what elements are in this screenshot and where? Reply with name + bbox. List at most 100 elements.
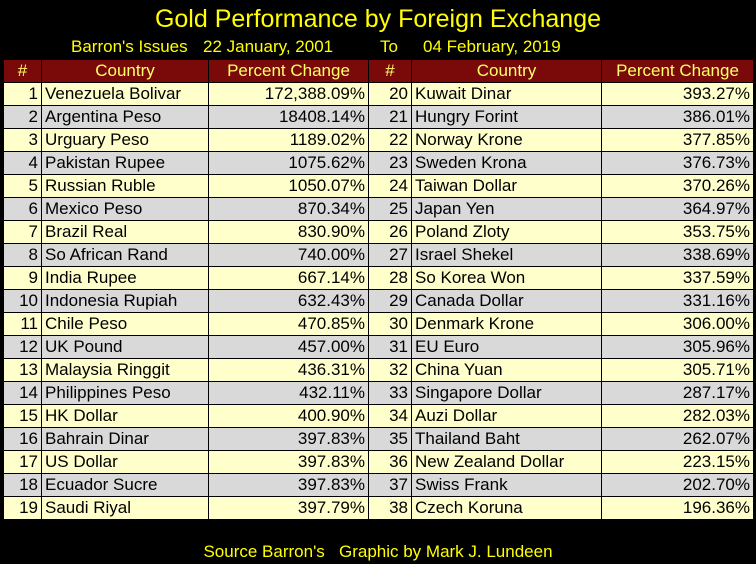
percent-change-cell: 830.90% [208, 220, 369, 244]
country-cell: Czech Koruna [411, 496, 602, 520]
rank-cell: 15 [3, 404, 42, 428]
country-cell: Brazil Real [41, 220, 209, 244]
percent-change-cell: 1050.07% [208, 174, 369, 198]
percent-change-cell: 202.70% [601, 473, 754, 497]
chart-footer: Source Barron's Graphic by Mark J. Lunde… [0, 540, 756, 564]
percent-change-cell: 632.43% [208, 289, 369, 313]
performance-table: # Country Percent Change # Country Perce… [3, 59, 754, 520]
rank-cell: 10 [3, 289, 42, 313]
rank-cell: 30 [368, 312, 412, 336]
table-row: 14 Philippines Peso 432.11% 33 Singapore Dol… [3, 381, 754, 405]
rank-cell: 24 [368, 174, 412, 198]
country-cell: Philippines Peso [41, 381, 209, 405]
rank-cell: 17 [3, 450, 42, 474]
rank-cell: 23 [368, 151, 412, 175]
country-cell: Argentina Peso [41, 105, 209, 129]
subtitle-to: To [380, 37, 398, 56]
percent-change-cell: 740.00% [208, 243, 369, 267]
table-row: 11 Chile Peso 470.85% 30 Denmark Krone 306.00… [3, 312, 754, 336]
percent-change-cell: 364.97% [601, 197, 754, 221]
percent-change-cell: 18408.14% [208, 105, 369, 129]
country-cell: Israel Shekel [411, 243, 602, 267]
percent-change-cell: 196.36% [601, 496, 754, 520]
table-row: 4 Pakistan Rupee 1075.62% 23 Sweden Krona 376… [3, 151, 754, 175]
percent-change-cell: 282.03% [601, 404, 754, 428]
rank-cell: 34 [368, 404, 412, 428]
country-cell: Russian Ruble [41, 174, 209, 198]
table-row: 12 UK Pound 457.00% 31 EU Euro 305.96% [3, 335, 754, 359]
country-cell: Mexico Peso [41, 197, 209, 221]
percent-change-cell: 377.85% [601, 128, 754, 152]
percent-change-cell: 386.01% [601, 105, 754, 129]
rank-cell: 8 [3, 243, 42, 267]
rank-cell: 33 [368, 381, 412, 405]
percent-change-cell: 223.15% [601, 450, 754, 474]
rank-cell: 28 [368, 266, 412, 290]
rank-cell: 7 [3, 220, 42, 244]
table-row: 5 Russian Ruble 1050.07% 24 Taiwan Dollar 370… [3, 174, 754, 198]
col-header-pct-right: Percent Change [601, 59, 754, 83]
percent-change-cell: 667.14% [208, 266, 369, 290]
country-cell: Kuwait Dinar [411, 82, 602, 106]
table-body: 1 Venezuela Bolivar 172,388.09% 20 Kuwait Di… [3, 82, 754, 520]
rank-cell: 20 [368, 82, 412, 106]
country-cell: Malaysia Ringgit [41, 358, 209, 382]
rank-cell: 3 [3, 128, 42, 152]
percent-change-cell: 397.83% [208, 427, 369, 451]
country-cell: So African Rand [41, 243, 209, 267]
percent-change-cell: 376.73% [601, 151, 754, 175]
rank-cell: 14 [3, 381, 42, 405]
country-cell: Taiwan Dollar [411, 174, 602, 198]
percent-change-cell: 305.96% [601, 335, 754, 359]
table-row: 3 Urguary Peso 1189.02% 22 Norway Krone 377.8… [3, 128, 754, 152]
country-cell: Auzi Dollar [411, 404, 602, 428]
percent-change-cell: 470.85% [208, 312, 369, 336]
percent-change-cell: 338.69% [601, 243, 754, 267]
table-row: 6 Mexico Peso 870.34% 25 Japan Yen 364.97% [3, 197, 754, 221]
rank-cell: 12 [3, 335, 42, 359]
rank-cell: 29 [368, 289, 412, 313]
rank-cell: 26 [368, 220, 412, 244]
rank-cell: 2 [3, 105, 42, 129]
percent-change-cell: 306.00% [601, 312, 754, 336]
table-row: 9 India Rupee 667.14% 28 So Korea Won 337.59% [3, 266, 754, 290]
chart-subtitle: Barron's Issues 22 January, 2001 To 04 F… [0, 36, 756, 58]
col-header-rank-left: # [3, 59, 42, 83]
country-cell: Bahrain Dinar [41, 427, 209, 451]
rank-cell: 32 [368, 358, 412, 382]
col-header-country-right: Country [411, 59, 602, 83]
country-cell: Indonesia Rupiah [41, 289, 209, 313]
country-cell: Japan Yen [411, 197, 602, 221]
percent-change-cell: 172,388.09% [208, 82, 369, 106]
rank-cell: 36 [368, 450, 412, 474]
country-cell: Denmark Krone [411, 312, 602, 336]
country-cell: China Yuan [411, 358, 602, 382]
rank-cell: 38 [368, 496, 412, 520]
table-row: 8 So African Rand 740.00% 27 Israel Shekel 33… [3, 243, 754, 267]
rank-cell: 13 [3, 358, 42, 382]
percent-change-cell: 1189.02% [208, 128, 369, 152]
table-row: 15 HK Dollar 400.90% 34 Auzi Dollar 282.03% [3, 404, 754, 428]
percent-change-cell: 436.31% [208, 358, 369, 382]
country-cell: Canada Dollar [411, 289, 602, 313]
rank-cell: 16 [3, 427, 42, 451]
country-cell: Swiss Frank [411, 473, 602, 497]
country-cell: New Zealand Dollar [411, 450, 602, 474]
percent-change-cell: 337.59% [601, 266, 754, 290]
col-header-pct-left: Percent Change [208, 59, 369, 83]
table-row: 2 Argentina Peso 18408.14% 21 Hungry Forint 3… [3, 105, 754, 129]
rank-cell: 9 [3, 266, 42, 290]
rank-cell: 5 [3, 174, 42, 198]
country-cell: Pakistan Rupee [41, 151, 209, 175]
table-row: 7 Brazil Real 830.90% 26 Poland Zloty 353.75% [3, 220, 754, 244]
country-cell: Venezuela Bolivar [41, 82, 209, 106]
country-cell: Poland Zloty [411, 220, 602, 244]
chart-title: Gold Performance by Foreign Exchange [154, 5, 602, 33]
country-cell: Sweden Krona [411, 151, 602, 175]
percent-change-cell: 331.16% [601, 289, 754, 313]
subtitle-source: Barron's Issues [71, 37, 188, 56]
percent-change-cell: 397.83% [208, 450, 369, 474]
rank-cell: 25 [368, 197, 412, 221]
rank-cell: 37 [368, 473, 412, 497]
